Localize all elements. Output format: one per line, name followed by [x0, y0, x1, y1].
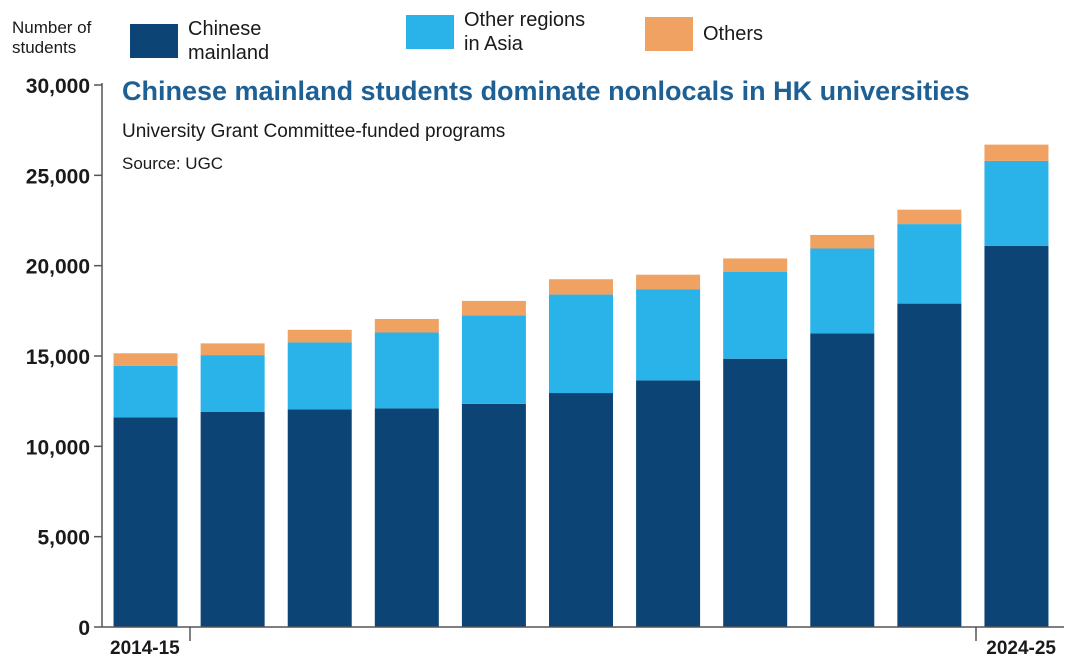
legend-item-other-regions-in-asia: Other regions in Asia	[406, 8, 604, 56]
bar-chinese-mainland-2023-24	[897, 303, 962, 627]
legend-label-other-regions-in-asia: Other regions in Asia	[464, 9, 586, 55]
legend-swatch-chinese-mainland	[130, 24, 178, 58]
y-tick-label: 20,000	[26, 256, 90, 279]
bar-others-2017-18	[374, 318, 439, 333]
bar-others-2016-17	[287, 329, 352, 343]
x-tick-label-last: 2024-25	[986, 638, 1056, 659]
bar-chinese-mainland-2019-20	[549, 393, 613, 627]
bar-chinese-mainland-2024-25	[984, 245, 1049, 627]
y-tick-label: 5,000	[37, 527, 90, 550]
legend-item-chinese-mainland: Chinese mainland	[130, 17, 328, 65]
bar-other-regions-in-asia-2022-23	[810, 248, 875, 334]
bar-other-regions-in-asia-2021-22	[723, 271, 788, 359]
legend-label-others: Others	[703, 23, 764, 45]
legend-label-chinese-mainland: Chinese mainland	[188, 18, 270, 64]
bar-other-regions-in-asia-2016-17	[287, 342, 352, 410]
bar-other-regions-in-asia-2015-16	[200, 355, 265, 413]
y-tick-label: 0	[78, 617, 90, 640]
legend-swatch-others	[645, 17, 693, 51]
bar-chinese-mainland-2022-23	[810, 333, 875, 627]
bar-chinese-mainland-2015-16	[200, 412, 265, 627]
y-axis-title: Number of students	[12, 18, 92, 57]
bar-others-2018-19	[461, 300, 526, 316]
bar-other-regions-in-asia-2017-18	[374, 332, 439, 409]
bar-chinese-mainland-2017-18	[374, 408, 439, 627]
chart-title: Chinese mainland students dominate nonlo…	[122, 76, 970, 106]
bar-chinese-mainland-2016-17	[287, 409, 352, 627]
bar-other-regions-in-asia-2014-15	[113, 365, 178, 418]
bar-others-2021-22	[723, 258, 788, 272]
bar-other-regions-in-asia-2020-21	[636, 289, 701, 381]
bar-other-regions-in-asia-2019-20	[549, 294, 613, 394]
chart-source: Source: UGC	[122, 154, 224, 173]
bar-other-regions-in-asia-2023-24	[897, 224, 962, 304]
bar-chinese-mainland-2018-19	[461, 403, 526, 627]
bar-chinese-mainland-2014-15	[113, 417, 178, 627]
bar-chinese-mainland-2020-21	[636, 380, 701, 627]
bar-chinese-mainland-2021-22	[723, 358, 788, 627]
bar-other-regions-in-asia-2024-25	[984, 160, 1049, 246]
legend-swatch-other-regions-in-asia	[406, 15, 454, 49]
bar-others-2022-23	[810, 234, 875, 249]
y-tick-label: 15,000	[26, 346, 90, 369]
y-tick-label: 10,000	[26, 436, 90, 459]
x-tick-label-first: 2014-15	[110, 638, 180, 659]
bar-other-regions-in-asia-2018-19	[461, 315, 526, 404]
legend-item-others: Others	[645, 17, 763, 51]
y-tick-label: 30,000	[26, 75, 90, 98]
bar-others-2014-15	[113, 353, 178, 366]
y-tick-label: 25,000	[26, 165, 90, 188]
bar-others-2023-24	[897, 209, 962, 225]
bar-others-2024-25	[984, 144, 1049, 161]
chart-subtitle: University Grant Committee-funded progra…	[122, 121, 506, 142]
bar-others-2015-16	[200, 343, 265, 356]
bar-others-2019-20	[549, 279, 613, 295]
bar-others-2020-21	[636, 274, 701, 290]
